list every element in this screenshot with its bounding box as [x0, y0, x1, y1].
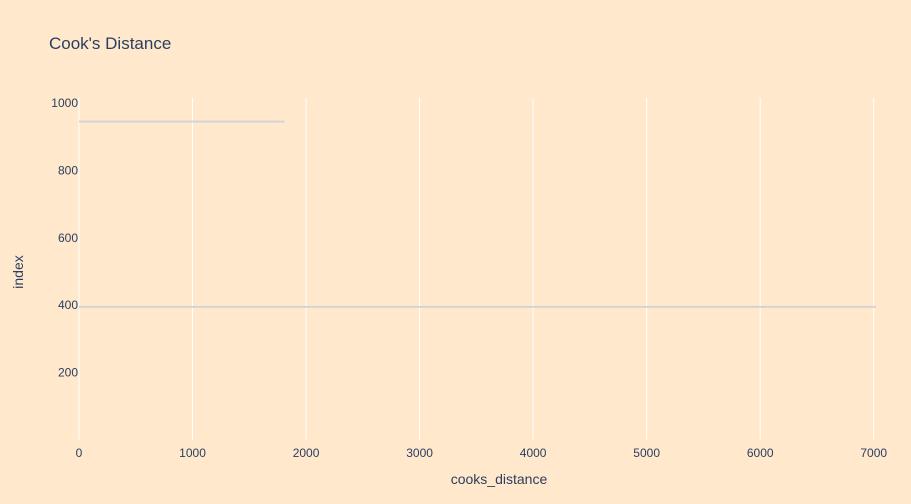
x-tick-label: 3000	[406, 446, 433, 460]
ticks-layer: 0 1000 2000 3000 4000 5000 6000 7000 200 400 600 80…	[51, 96, 887, 460]
bar	[79, 120, 285, 123]
grid-layer	[78, 98, 875, 440]
x-tick-label: 4000	[520, 446, 547, 460]
x-tick-label: 2000	[293, 446, 320, 460]
y-tick-label: 200	[58, 366, 78, 380]
x-tick-label: 0	[76, 446, 83, 460]
bars-layer	[79, 120, 876, 308]
y-tick-label: 400	[58, 298, 78, 312]
x-tick-label: 5000	[633, 446, 660, 460]
y-tick-label: 600	[58, 231, 78, 245]
x-tick-label: 7000	[860, 446, 887, 460]
chart-title: Cook's Distance	[49, 34, 171, 53]
y-axis-title: index	[10, 255, 26, 288]
x-tick-label: 6000	[747, 446, 774, 460]
x-axis-title: cooks_distance	[451, 471, 548, 487]
x-tick-label: 1000	[179, 446, 206, 460]
y-tick-label: 800	[58, 163, 78, 177]
y-tick-label: 1000	[51, 96, 78, 110]
bar	[79, 305, 876, 308]
